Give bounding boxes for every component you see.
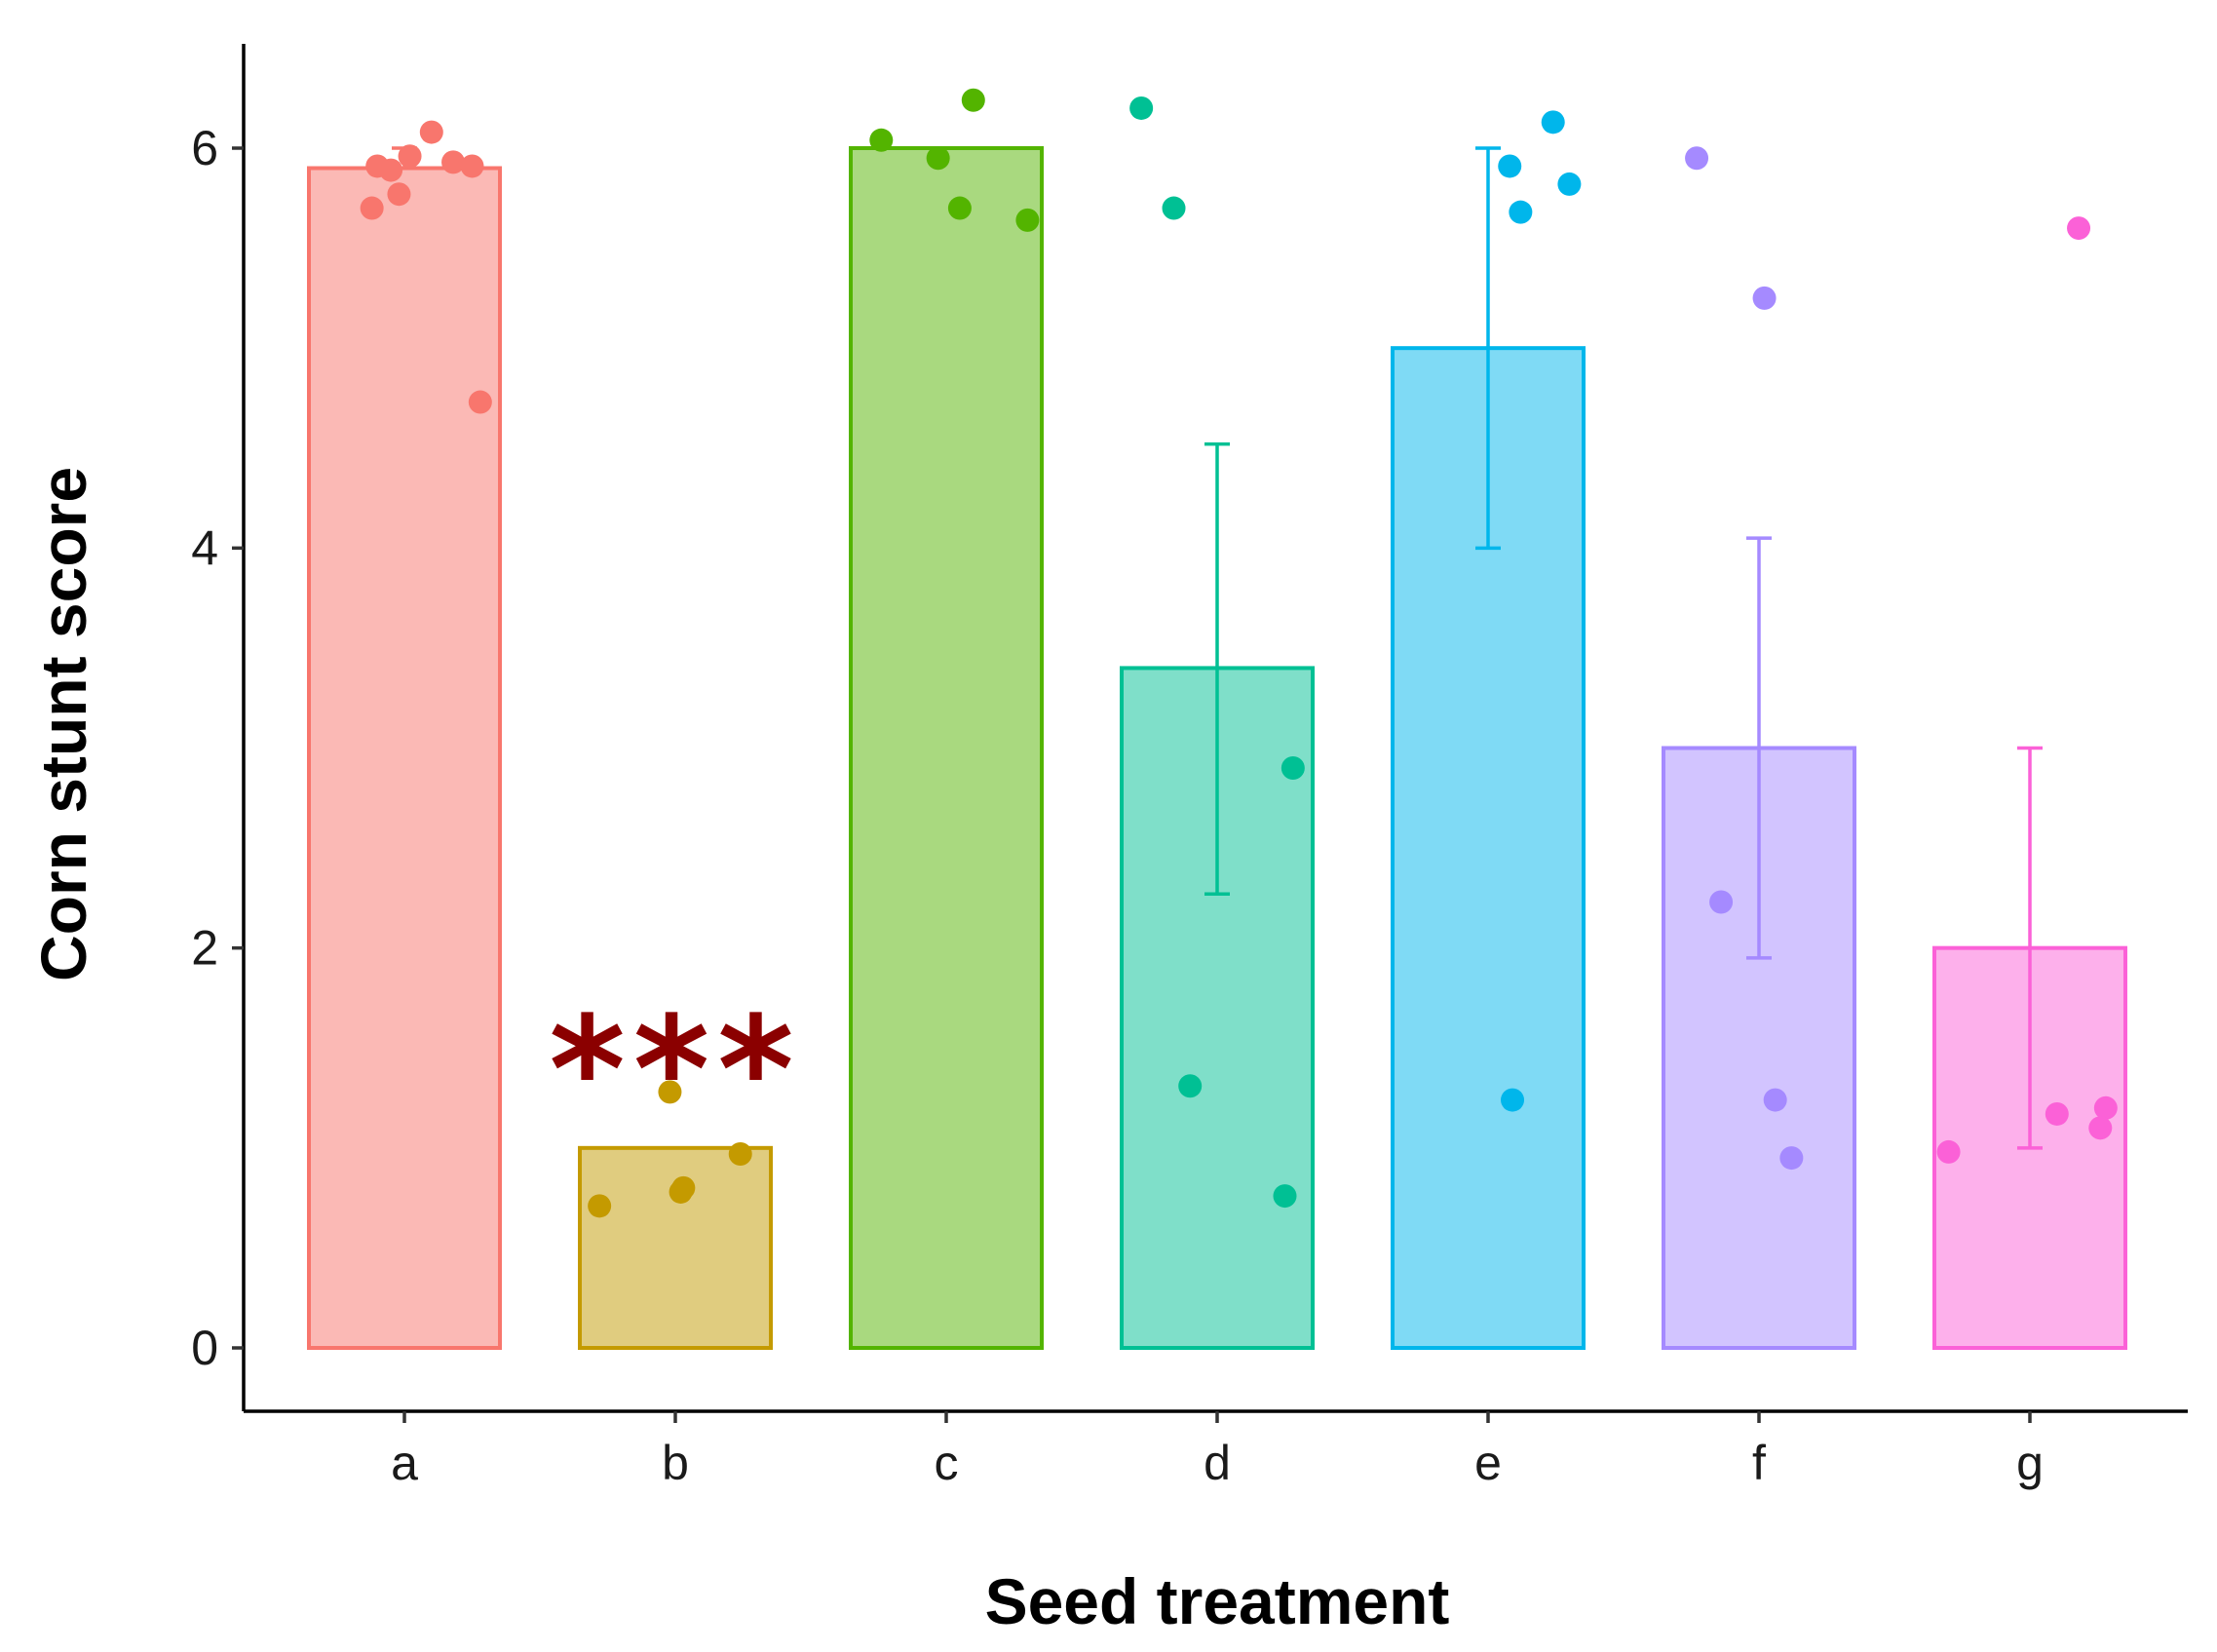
point-b-1	[658, 1080, 682, 1104]
y-axis-title: Corn stunt score	[27, 467, 99, 981]
x-tick-label-c: c	[935, 1436, 959, 1490]
point-a-5	[460, 154, 484, 178]
x-tick-label-e: e	[1474, 1436, 1502, 1490]
point-f-3	[1709, 890, 1734, 914]
point-d-4	[1178, 1074, 1203, 1098]
y-tick-label-4: 4	[191, 520, 218, 575]
point-d-1	[1129, 96, 1154, 120]
point-e-2	[1498, 154, 1522, 178]
point-f-2	[1752, 286, 1777, 310]
bar-c	[849, 146, 1044, 1350]
x-tick-label-a: a	[391, 1436, 418, 1490]
point-d-5	[1273, 1184, 1297, 1209]
x-axis-title: Seed treatment	[985, 1565, 1450, 1637]
point-g-5	[1936, 1139, 1961, 1164]
bar-a	[307, 166, 502, 1350]
point-a-8	[379, 158, 403, 182]
point-g-1	[2067, 216, 2091, 241]
x-tick-label-d: d	[1204, 1436, 1231, 1490]
y-tick-label-2: 2	[191, 921, 218, 976]
point-g-3	[2045, 1101, 2069, 1126]
x-tick-label-b: b	[662, 1436, 689, 1490]
point-e-5	[1501, 1088, 1525, 1112]
significance-annotation-b: ***	[549, 986, 801, 1156]
point-a-1	[419, 120, 443, 144]
point-b-2	[728, 1141, 752, 1166]
points-layer	[360, 88, 2118, 1218]
point-c-4	[947, 196, 972, 220]
point-a-4	[441, 150, 466, 174]
x-tick-label-f: f	[1752, 1436, 1766, 1490]
point-e-3	[1557, 172, 1582, 196]
point-g-4	[2088, 1116, 2113, 1140]
point-c-5	[1015, 208, 1040, 232]
axes-layer: 0 2 4 6 a b c d e f g	[191, 44, 2188, 1490]
point-a-6	[360, 196, 384, 220]
point-a-3	[398, 144, 422, 169]
point-d-2	[1162, 196, 1186, 220]
point-c-3	[926, 146, 950, 171]
point-c-2	[869, 128, 894, 152]
point-c-1	[961, 88, 985, 112]
point-f-4	[1763, 1088, 1787, 1112]
point-d-3	[1281, 756, 1305, 781]
annotations-layer: ***	[549, 986, 801, 1156]
point-a-7	[387, 182, 411, 207]
point-g-2	[2093, 1095, 2118, 1120]
point-e-1	[1541, 110, 1565, 134]
x-tick-label-g: g	[2016, 1436, 2044, 1490]
point-a-9	[468, 390, 492, 414]
point-f-1	[1685, 146, 1709, 171]
point-b-4	[669, 1179, 693, 1204]
point-b-5	[588, 1194, 612, 1218]
y-tick-label-0: 0	[191, 1321, 218, 1375]
point-e-4	[1509, 200, 1533, 224]
error-bars-layer	[392, 146, 2043, 1150]
y-tick-label-6: 6	[191, 121, 218, 175]
bar-b	[578, 1145, 773, 1351]
point-f-5	[1779, 1146, 1804, 1171]
